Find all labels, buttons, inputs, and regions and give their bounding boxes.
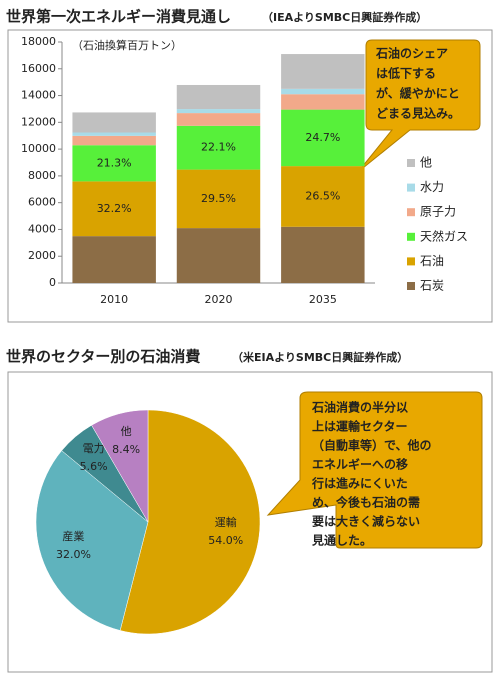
- bar-segment: [176, 109, 261, 114]
- slice-label: 運輸: [215, 515, 237, 529]
- legend-label: 水力: [420, 180, 444, 194]
- bar-segment: [176, 228, 261, 283]
- bar-segment: [281, 166, 365, 227]
- y-tick-label: 12000: [21, 115, 56, 128]
- pie-slice: [119, 409, 261, 635]
- data-label: 29.5%: [201, 192, 236, 205]
- data-label: 22.1%: [201, 141, 236, 154]
- chart-title: 世界第一次エネルギー消費見通し: [6, 8, 231, 26]
- legend-label: 天然ガス: [420, 228, 468, 243]
- slice-label: 産業: [62, 530, 84, 543]
- bar-segment: [281, 109, 365, 167]
- bar-segment: [72, 132, 156, 136]
- callout-text: が、緩やかにと: [376, 86, 460, 101]
- callout-text: は低下する: [376, 66, 436, 81]
- data-label: 21.3%: [97, 156, 132, 169]
- bar-segment: [72, 112, 156, 133]
- bar-segment: [72, 181, 156, 237]
- bar-segment: [176, 169, 261, 229]
- legend-label: 石炭: [420, 279, 444, 293]
- callout-box: [357, 39, 481, 173]
- y-tick-label: 2000: [28, 249, 56, 262]
- y-tick-label: 10000: [21, 142, 56, 155]
- bar-segment: [72, 236, 156, 283]
- chart-subtitle: （IEAよりSMBC日興証券作成）: [262, 10, 427, 24]
- legend-swatch: [407, 183, 415, 192]
- x-tick-label: 2020: [205, 293, 233, 306]
- chart-subtitle: （米EIAよりSMBC日興証券作成）: [232, 350, 408, 364]
- bar-segment: [72, 145, 156, 182]
- y-tick-label: 4000: [28, 222, 56, 235]
- y-tick-label: 18000: [21, 35, 56, 48]
- y-tick-label: 14000: [21, 89, 56, 102]
- callout-text: 石油消費の半分以: [311, 400, 408, 415]
- data-label: 32.2%: [97, 202, 132, 215]
- callout-text: め、今後も石油の需: [312, 495, 420, 510]
- y-tick-label: 6000: [28, 196, 56, 209]
- x-tick-label: 2035: [309, 293, 337, 306]
- callout-text: 要は大きく減らない: [312, 514, 420, 529]
- bar-segment: [72, 135, 156, 146]
- callout-box: [266, 391, 483, 549]
- legend-label: 他: [420, 156, 432, 170]
- pie-slice: [35, 450, 149, 631]
- legend-swatch: [407, 232, 415, 241]
- bar-segment: [281, 226, 365, 283]
- callout-text: 見通した。: [311, 533, 372, 548]
- callout-text: 行は進みにくいた: [311, 476, 408, 491]
- legend-swatch: [407, 208, 415, 217]
- bar-segment: [281, 88, 365, 95]
- data-label: 24.7%: [305, 131, 340, 144]
- data-label: 26.5%: [305, 189, 340, 202]
- bar-segment: [281, 54, 365, 89]
- unit-label: （石油換算百万トン）: [72, 38, 182, 52]
- y-tick-label: 0: [49, 276, 56, 289]
- slice-label: 電力: [83, 442, 105, 455]
- callout-text: エネルギーへの移: [312, 457, 408, 472]
- data-label: 32.0%: [56, 548, 91, 561]
- y-tick-label: 16000: [21, 62, 56, 75]
- data-label: 5.6%: [80, 460, 108, 473]
- legend-swatch: [407, 257, 415, 266]
- chart-title: 世界のセクター別の石油消費: [6, 348, 200, 366]
- bar-segment: [176, 113, 261, 126]
- data-label: 8.4%: [112, 443, 140, 456]
- callout-text: 上は運輸セクター: [312, 419, 408, 434]
- callout-text: 石油のシェア: [375, 46, 448, 61]
- callout-text: （自動車等）で、他の: [312, 438, 432, 453]
- bar-segment: [281, 94, 365, 110]
- callout-text: どまる見込み。: [376, 106, 460, 121]
- bar-segment: [176, 84, 261, 110]
- slice-label: 他: [121, 425, 132, 438]
- x-tick-label: 2010: [100, 293, 128, 306]
- legend-label: 石油: [420, 254, 444, 268]
- data-label: 54.0%: [208, 534, 243, 547]
- bar-segment: [176, 125, 261, 170]
- legend-label: 原子力: [420, 205, 456, 219]
- y-tick-label: 8000: [28, 169, 56, 182]
- legend-swatch: [407, 159, 415, 167]
- legend-swatch: [407, 282, 415, 290]
- pie-slice: [91, 409, 149, 523]
